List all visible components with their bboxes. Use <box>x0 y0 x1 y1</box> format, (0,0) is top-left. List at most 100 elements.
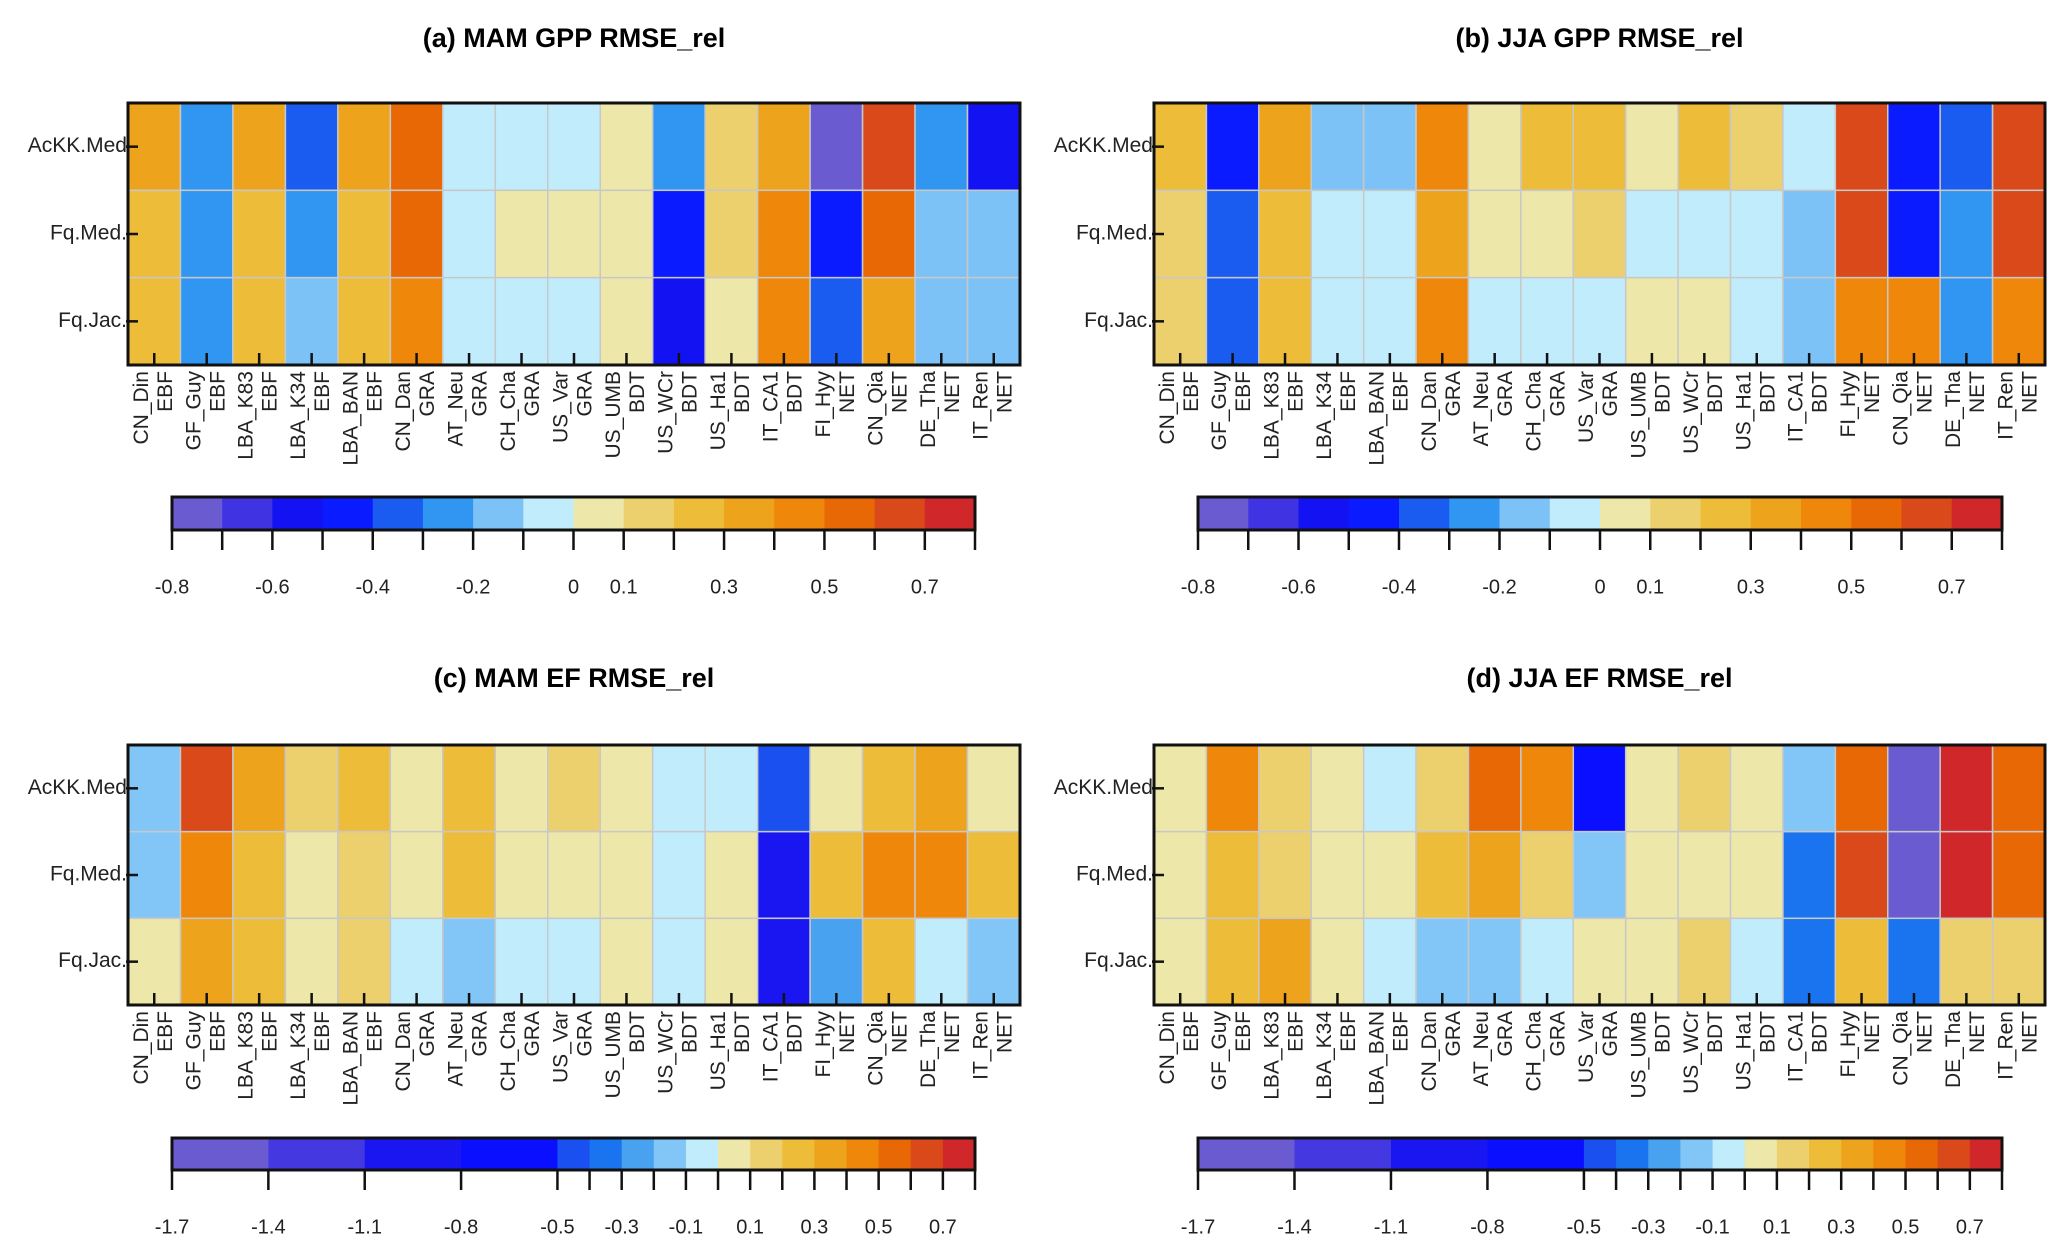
x-tick-label-site: LBA_K83 <box>1261 1011 1284 1100</box>
colorbar-label: -1.7 <box>155 1216 189 1238</box>
heatmap-cell <box>1467 917 1522 1006</box>
heatmap-cell <box>442 744 497 833</box>
x-tick-label-pft: NET <box>1914 1011 1937 1053</box>
heatmap-cell <box>1415 102 1470 192</box>
panel-title: (c) MAM EF RMSE_rel <box>434 663 715 693</box>
x-tick-label-site: CN_Din <box>130 1011 153 1085</box>
x-tick-label-site: US_WCr <box>654 1011 677 1094</box>
colorbar-bin <box>621 1138 655 1170</box>
heatmap-cell <box>1205 917 1260 1006</box>
colorbar-bin <box>364 1138 462 1170</box>
heatmap-cell <box>1991 276 2046 366</box>
x-tick-label-pft: BDT <box>678 1011 701 1053</box>
colorbar-bin <box>172 1138 269 1170</box>
heatmap-cell <box>547 276 601 366</box>
heatmap-cell <box>1939 917 1994 1006</box>
heatmap-cell <box>651 276 706 366</box>
x-tick-label-site: IT_Ren <box>969 1011 992 1080</box>
heatmap-cell <box>442 189 497 279</box>
colorbar-bin <box>1600 497 1651 530</box>
heatmap-cell <box>1467 102 1522 192</box>
colorbar-label: -0.3 <box>604 1216 638 1238</box>
heatmap-cell <box>599 189 654 279</box>
x-tick-label-pft: EBF <box>364 371 387 412</box>
x-tick-label-pft: EBF <box>1232 1011 1255 1052</box>
x-tick-label-site: US_Ha1 <box>1732 1011 1755 1090</box>
colorbar-bin <box>1399 497 1450 530</box>
heatmap-cell <box>389 744 444 833</box>
heatmap-cell <box>1258 830 1312 920</box>
heatmap-cell <box>599 917 654 1006</box>
colorbar-label: 0.3 <box>1737 576 1765 598</box>
heatmap-cell <box>442 830 497 920</box>
heatmap-cell <box>337 830 392 920</box>
heatmap-cell <box>284 917 339 1006</box>
heatmap-cell <box>1205 830 1260 920</box>
colorbar-bin <box>1712 1138 1746 1170</box>
x-tick-label-pft: EBF <box>1389 371 1412 412</box>
heatmap-cell <box>1415 830 1470 920</box>
heatmap-cell <box>1782 744 1837 833</box>
x-tick-label-site: LBA_K34 <box>1313 1011 1336 1100</box>
colorbar-label: 0.3 <box>710 576 738 598</box>
x-tick-label-pft: BDT <box>783 1011 806 1053</box>
colorbar-label: -0.1 <box>669 1216 703 1238</box>
heatmap-cell <box>914 830 969 920</box>
heatmap-cell <box>284 830 339 920</box>
x-tick-label-pft: EBF <box>1389 1011 1412 1052</box>
x-tick-label-pft: GRA <box>574 1011 597 1057</box>
heatmap-cell <box>1362 917 1417 1006</box>
x-tick-label-pft: EBF <box>259 371 282 412</box>
heatmap-cell <box>1572 189 1627 279</box>
heatmap-cell <box>651 189 706 279</box>
x-tick-label-pft: NET <box>888 371 911 413</box>
colorbar-label: 0.5 <box>865 1216 893 1238</box>
heatmap-cell <box>1939 744 1994 833</box>
heatmap-cell <box>1205 189 1260 279</box>
heatmap-cell <box>1572 830 1627 920</box>
x-tick-label-pft: BDT <box>1651 1011 1674 1053</box>
x-tick-label-site: IT_Ren <box>969 371 992 440</box>
colorbar-bin <box>685 1138 719 1170</box>
x-tick-label-site: CH_Cha <box>497 371 520 452</box>
colorbar-bin <box>372 497 424 530</box>
heatmap-cell <box>284 189 339 279</box>
x-tick-label-pft: GRA <box>521 371 544 417</box>
x-tick-label-pft: BDT <box>1756 1011 1779 1053</box>
heatmap-cell <box>1677 276 1732 366</box>
heatmap-cell <box>1467 276 1522 366</box>
x-tick-label-pft: EBF <box>154 1011 177 1052</box>
heatmap-cell <box>756 102 811 192</box>
x-tick-label-site: LBA_K34 <box>287 371 310 460</box>
x-tick-label-pft: EBF <box>311 371 334 412</box>
heatmap-cell <box>284 102 339 192</box>
heatmap-cell <box>1939 189 1994 279</box>
heatmap-cell <box>1677 917 1732 1006</box>
colorbar-bin <box>878 1138 912 1170</box>
x-tick-label-site: DE_Tha <box>1942 371 1965 448</box>
x-tick-label-pft: NET <box>2018 371 2041 413</box>
heatmap-cell <box>1834 830 1889 920</box>
x-tick-label-pft: GRA <box>1494 1011 1517 1057</box>
colorbar-bin <box>1680 1138 1714 1170</box>
colorbar-bin <box>1851 497 1902 530</box>
heatmap-cell <box>547 189 601 279</box>
colorbar-bin <box>724 497 775 530</box>
x-tick-label-site: US_UMB <box>1627 371 1650 459</box>
x-tick-label-site: LBA_K83 <box>235 371 258 460</box>
heatmap-cell <box>651 102 706 192</box>
panel-c: (c) MAM EF RMSE_rel AcKK.Med Fq.Med. Fq.Jac… <box>28 663 1022 1238</box>
colorbar-label: -0.5 <box>540 1216 574 1238</box>
colorbar-label: -1.1 <box>347 1216 381 1238</box>
colorbar-label: -0.1 <box>1695 1216 1729 1238</box>
heatmap-cell <box>1939 830 1994 920</box>
x-tick-label-site: DE_Tha <box>1942 1011 1965 1088</box>
colorbar-bin <box>774 497 825 530</box>
colorbar-bin <box>942 1138 976 1170</box>
colorbar-label: 0.7 <box>1956 1216 1984 1238</box>
colorbar-label: -0.8 <box>1181 576 1215 598</box>
x-tick-label-pft: EBF <box>1337 371 1360 412</box>
x-tick-label-site: LBA_BAN <box>340 371 363 466</box>
colorbar-label: 0.5 <box>811 576 839 598</box>
